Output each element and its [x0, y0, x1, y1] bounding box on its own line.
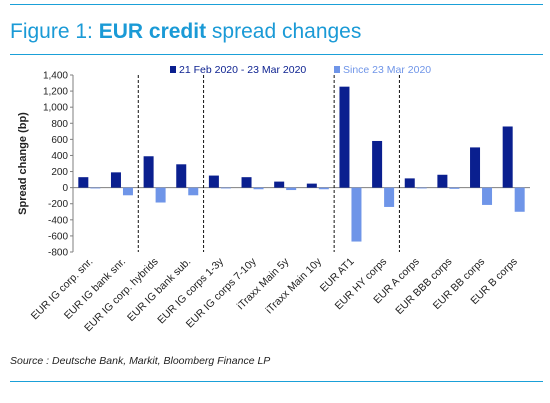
bar-feb-mar: [372, 140, 383, 188]
y-tick-label: -600: [48, 231, 68, 242]
y-tick-label: 1,000: [43, 103, 68, 114]
y-tick-label: -800: [48, 248, 68, 259]
title-suffix: spread changes: [206, 20, 362, 43]
bar-since-mar: [482, 187, 493, 205]
source-note: Source : Deutsche Bank, Markit, Bloomber…: [10, 355, 271, 367]
bar-feb-mar: [176, 164, 187, 188]
bar-feb-mar: [78, 177, 89, 188]
bar-feb-mar: [306, 183, 317, 188]
bar-since-mar: [220, 187, 231, 189]
bar-feb-mar: [110, 172, 121, 188]
bar-feb-mar: [502, 126, 513, 188]
bar-since-mar: [449, 187, 460, 189]
figure-title: Figure 1: EUR credit spread changes: [10, 20, 361, 44]
bar-feb-mar: [208, 175, 219, 188]
y-tick-label: 0: [62, 183, 68, 194]
y-tick-label: 400: [51, 151, 68, 162]
bar-feb-mar: [339, 86, 350, 188]
bar-since-mar: [351, 187, 362, 242]
title-bold: EUR credit: [98, 20, 207, 43]
bar-since-mar: [122, 187, 133, 196]
y-tick-label: 800: [51, 119, 68, 130]
y-tick-label: 200: [51, 167, 68, 178]
y-tick-label: 1,200: [43, 87, 68, 98]
bar-since-mar: [384, 187, 395, 207]
y-tick-label: 1,400: [43, 71, 68, 82]
bar-since-mar: [318, 187, 329, 190]
bar-since-mar: [155, 187, 166, 203]
bar-feb-mar: [241, 177, 252, 188]
y-tick-label: -200: [48, 199, 68, 210]
bar-feb-mar: [470, 147, 481, 188]
y-tick-label: -400: [48, 215, 68, 226]
title-prefix: Figure 1:: [10, 20, 99, 43]
legend-swatch: [334, 66, 340, 73]
bar-since-mar: [416, 187, 427, 189]
bar-feb-mar: [437, 174, 448, 188]
legend-label: Since 23 Mar 2020: [343, 64, 431, 76]
title-bottom-rule: [10, 54, 543, 55]
bar-since-mar: [514, 187, 525, 212]
x-category-label: EUR BBB corps: [393, 256, 454, 317]
y-axis-label: Spread change (bp): [17, 112, 29, 215]
legend-swatch: [170, 66, 176, 73]
y-tick-label: 600: [51, 135, 68, 146]
bar-since-mar: [253, 187, 264, 190]
x-category-label: iTraxx Main 10y: [263, 255, 324, 316]
bar-since-mar: [90, 187, 101, 189]
bar-feb-mar: [143, 156, 154, 188]
footer-rule: [10, 381, 543, 382]
bar-feb-mar: [404, 178, 415, 188]
bar-feb-mar: [274, 181, 285, 188]
legend-label: 21 Feb 2020 - 23 Mar 2020: [179, 64, 306, 76]
bar-since-mar: [188, 187, 199, 196]
title-top-rule: [10, 4, 543, 5]
bar-since-mar: [286, 187, 297, 191]
